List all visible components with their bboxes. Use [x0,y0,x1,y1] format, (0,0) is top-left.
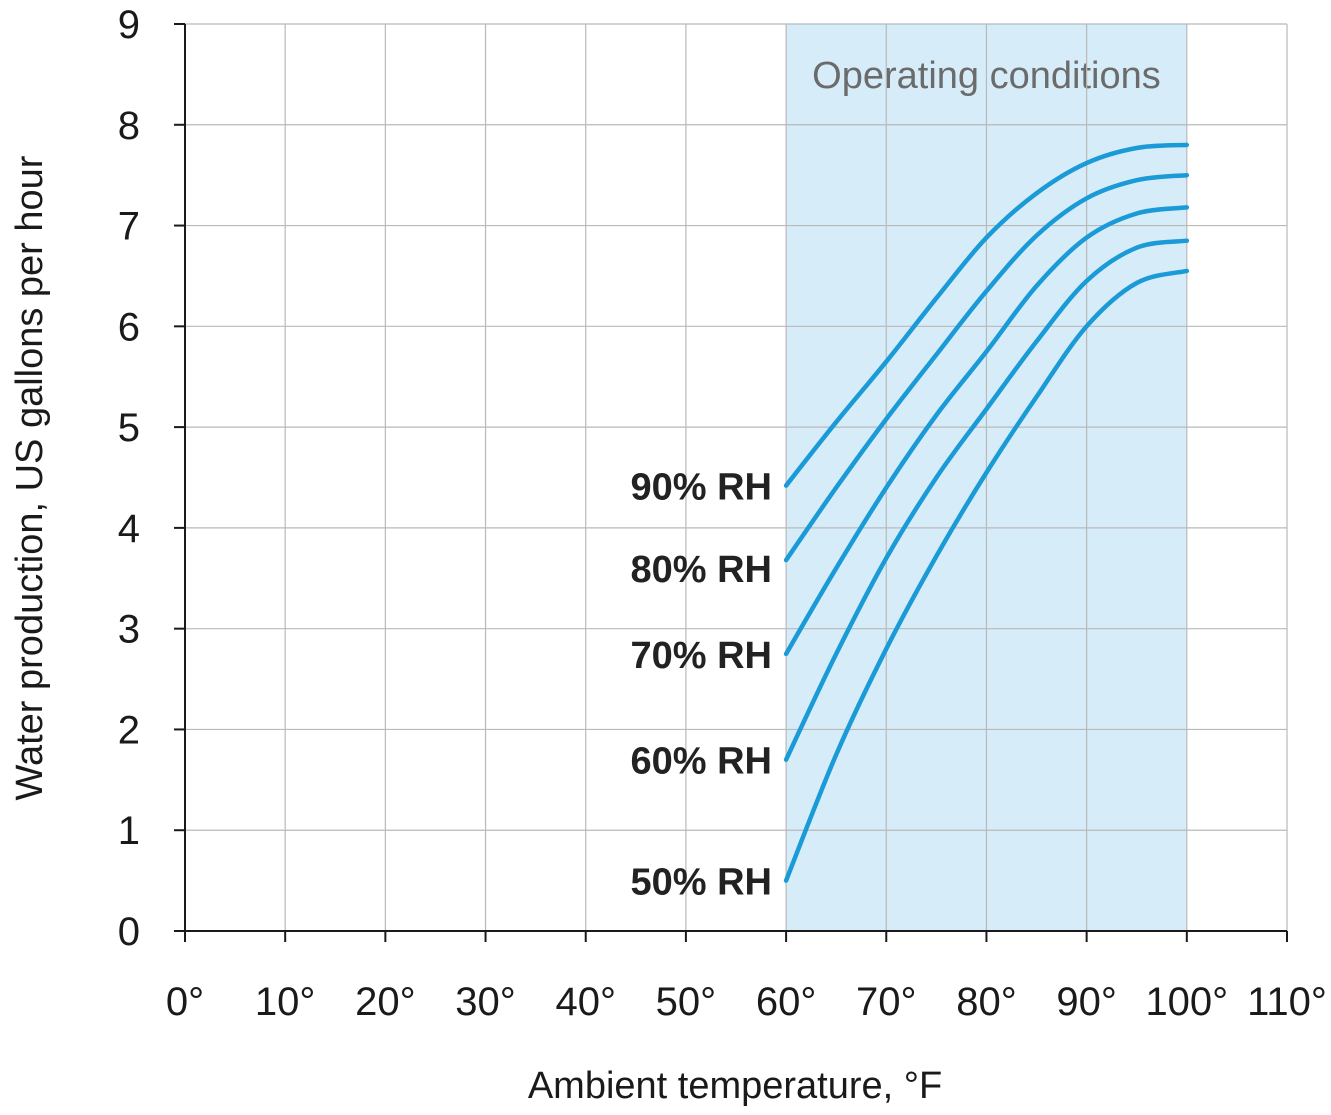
x-tick-label: 50° [656,980,717,1024]
series-label: 60% RH [631,741,773,783]
x-tick-label: 0° [166,980,204,1024]
x-tick-label: 10° [255,980,316,1024]
y-tick-label: 3 [118,608,140,652]
x-tick-label: 90° [1056,980,1117,1024]
series-line [783,205,1190,657]
y-tick-label: 0 [118,910,140,954]
series-line [783,238,1190,762]
x-tick-label: 110° [1247,980,1327,1024]
y-tick-label: 5 [118,406,140,450]
series-line [783,142,1190,488]
x-tick-label: 40° [555,980,616,1024]
x-tick-label: 80° [956,980,1017,1024]
series-layer [783,142,1190,883]
series-label: 70% RH [631,635,773,677]
x-tick-label: 60° [756,980,817,1024]
series-line [783,268,1190,883]
x-tick-label: 30° [455,980,516,1024]
series-line [783,172,1190,563]
axis-layer: 0° 10° 20° 30° 40° 50° 60° 70° 80° 90° 100° 110° 0 1 2… [118,3,1327,1024]
y-tick-label: 1 [118,809,140,853]
grid-layer [185,23,1288,931]
y-tick-label: 9 [118,3,140,47]
y-tick-label: 6 [118,305,140,349]
x-tick-label: 70° [856,980,917,1024]
series-label: 50% RH [631,862,773,904]
y-tick-label: 2 [118,708,140,752]
x-tick-label: 100° [1145,980,1228,1024]
series-label: 90% RH [631,467,773,509]
label-layer: 90% RH 80% RH 70% RH 60% RH 50% RH [631,467,773,904]
y-tick-label: 8 [118,104,140,148]
x-axis-title: Ambient temperature, °F [528,1065,942,1107]
x-tick-label: 20° [355,980,416,1024]
y-tick-label: 7 [118,205,140,249]
y-tick-label: 4 [118,507,140,551]
y-axis-title: Water production, US gallons per hour [9,155,51,800]
series-label: 80% RH [631,549,773,591]
